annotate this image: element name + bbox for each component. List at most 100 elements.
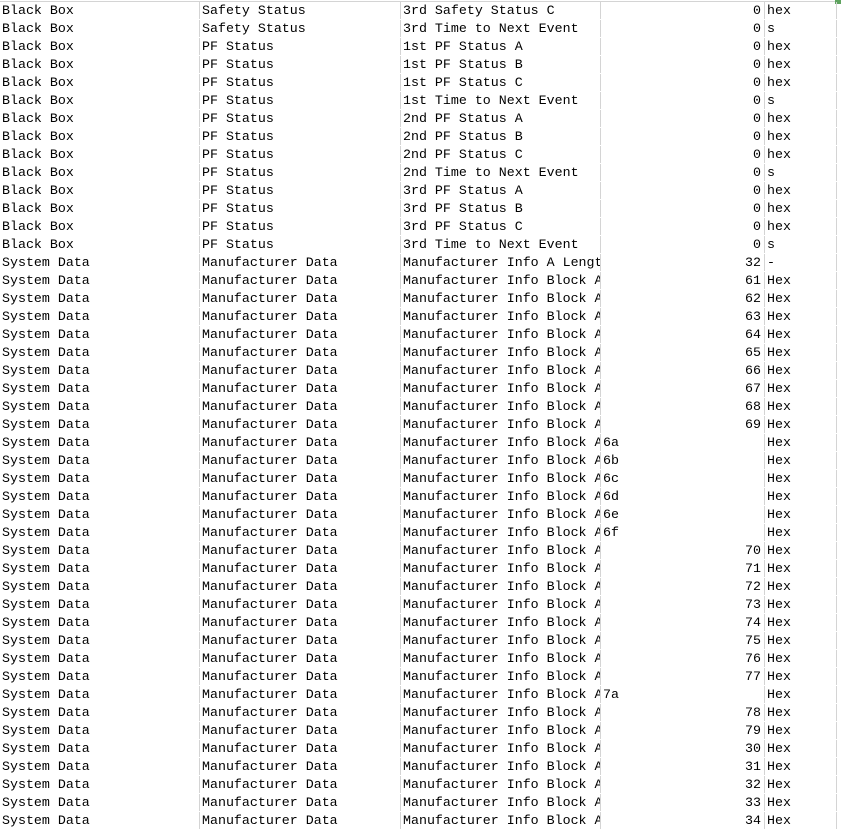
unit-cell[interactable]: hex [765, 110, 837, 127]
unit-cell[interactable]: Hex [765, 614, 837, 631]
category-cell[interactable]: System Data [0, 650, 200, 667]
group-cell[interactable]: Manufacturer Data [200, 686, 401, 703]
group-cell[interactable]: Manufacturer Data [200, 290, 401, 307]
field-name-cell[interactable]: Manufacturer Info Block A [403, 326, 601, 343]
field-name-cell[interactable]: Manufacturer Info Block A [403, 416, 601, 433]
value-cell[interactable]: 61 [601, 272, 765, 289]
value-cell[interactable]: 75 [601, 632, 765, 649]
group-cell[interactable]: PF Status [200, 146, 401, 163]
value-cell[interactable]: 78 [601, 704, 765, 721]
field-name-cell[interactable]: Manufacturer Info Block A [403, 398, 601, 415]
unit-cell[interactable]: Hex [765, 686, 837, 703]
value-cell[interactable]: 72 [601, 578, 765, 595]
value-cell[interactable]: 0 [601, 110, 765, 127]
field-name-cell[interactable]: Manufacturer Info Block A [403, 560, 601, 577]
field-name-cell[interactable]: Manufacturer Info Block A [403, 272, 601, 289]
field-name-cell[interactable]: 3rd Time to Next Event [401, 20, 601, 37]
unit-cell[interactable]: Hex [765, 704, 837, 721]
category-cell[interactable]: System Data [0, 704, 200, 721]
unit-cell[interactable]: Hex [765, 434, 837, 451]
value-cell[interactable]: 7a [601, 686, 765, 703]
group-cell[interactable]: Manufacturer Data [200, 272, 401, 289]
value-cell[interactable]: 31 [601, 758, 765, 775]
unit-cell[interactable]: hex [765, 218, 837, 235]
value-cell[interactable]: 6d [601, 488, 765, 505]
value-cell[interactable]: 74 [601, 614, 765, 631]
value-cell[interactable]: 30 [601, 740, 765, 757]
unit-cell[interactable]: hex [765, 56, 837, 73]
unit-cell[interactable]: Hex [765, 488, 837, 505]
value-cell[interactable]: 70 [601, 542, 765, 559]
value-cell[interactable]: 71 [601, 560, 765, 577]
unit-cell[interactable]: hex [765, 74, 837, 91]
value-cell[interactable]: 0 [601, 146, 765, 163]
unit-cell[interactable]: Hex [765, 668, 837, 685]
category-cell[interactable]: Black Box [0, 236, 200, 253]
category-cell[interactable]: System Data [0, 542, 200, 559]
category-cell[interactable]: Black Box [0, 74, 200, 91]
unit-cell[interactable]: Hex [765, 524, 837, 541]
field-name-cell[interactable]: Manufacturer Info Block A [403, 596, 601, 613]
group-cell[interactable]: PF Status [200, 38, 401, 55]
category-cell[interactable]: System Data [0, 290, 200, 307]
field-name-cell[interactable]: Manufacturer Info Block A [403, 344, 601, 361]
group-cell[interactable]: Safety Status [200, 2, 401, 19]
value-cell[interactable]: 6a [601, 434, 765, 451]
field-name-cell[interactable]: 3rd Safety Status C [401, 2, 601, 19]
field-name-cell[interactable]: Manufacturer Info Block A [403, 380, 601, 397]
field-name-cell[interactable]: Manufacturer Info Block A [403, 740, 601, 757]
group-cell[interactable]: Manufacturer Data [200, 254, 401, 271]
group-cell[interactable]: Manufacturer Data [200, 380, 401, 397]
unit-cell[interactable]: Hex [765, 812, 837, 829]
unit-cell[interactable]: Hex [765, 416, 837, 433]
field-name-cell[interactable]: 3rd Time to Next Event [401, 236, 601, 253]
field-name-cell[interactable]: 2nd PF Status B [401, 128, 601, 145]
field-name-cell[interactable]: Manufacturer Info Block A [403, 470, 601, 487]
category-cell[interactable]: System Data [0, 344, 200, 361]
value-cell[interactable]: 69 [601, 416, 765, 433]
value-cell[interactable]: 67 [601, 380, 765, 397]
value-cell[interactable]: 79 [601, 722, 765, 739]
category-cell[interactable]: System Data [0, 308, 200, 325]
unit-cell[interactable]: Hex [765, 308, 837, 325]
unit-cell[interactable]: Hex [765, 398, 837, 415]
value-cell[interactable]: 6b [601, 452, 765, 469]
category-cell[interactable]: System Data [0, 722, 200, 739]
group-cell[interactable]: PF Status [200, 92, 401, 109]
category-cell[interactable]: System Data [0, 470, 200, 487]
field-name-cell[interactable]: Manufacturer Info Block A [403, 578, 601, 595]
field-name-cell[interactable]: 2nd Time to Next Event [401, 164, 601, 181]
category-cell[interactable]: System Data [0, 632, 200, 649]
category-cell[interactable]: System Data [0, 794, 200, 811]
group-cell[interactable]: Manufacturer Data [200, 470, 401, 487]
group-cell[interactable]: Manufacturer Data [200, 704, 401, 721]
value-cell[interactable]: 0 [601, 182, 765, 199]
group-cell[interactable]: PF Status [200, 200, 401, 217]
value-cell[interactable]: 66 [601, 362, 765, 379]
value-cell[interactable]: 32 [601, 254, 765, 271]
value-cell[interactable]: 6c [601, 470, 765, 487]
field-name-cell[interactable]: 2nd PF Status C [401, 146, 601, 163]
unit-cell[interactable]: hex [765, 200, 837, 217]
group-cell[interactable]: Manufacturer Data [200, 560, 401, 577]
category-cell[interactable]: System Data [0, 254, 200, 271]
value-cell[interactable]: 65 [601, 344, 765, 361]
value-cell[interactable]: 0 [601, 38, 765, 55]
value-cell[interactable]: 32 [601, 776, 765, 793]
field-name-cell[interactable]: 1st PF Status B [401, 56, 601, 73]
field-name-cell[interactable]: Manufacturer Info Block A [403, 542, 601, 559]
value-cell[interactable]: 73 [601, 596, 765, 613]
group-cell[interactable]: PF Status [200, 110, 401, 127]
category-cell[interactable]: Black Box [0, 218, 200, 235]
category-cell[interactable]: Black Box [0, 110, 200, 127]
unit-cell[interactable]: s [765, 20, 837, 37]
selection-fill-handle[interactable] [835, 0, 841, 4]
unit-cell[interactable]: Hex [765, 740, 837, 757]
unit-cell[interactable]: Hex [765, 632, 837, 649]
category-cell[interactable]: System Data [0, 326, 200, 343]
category-cell[interactable]: System Data [0, 380, 200, 397]
unit-cell[interactable]: s [765, 92, 837, 109]
field-name-cell[interactable]: Manufacturer Info Block A [403, 308, 601, 325]
unit-cell[interactable]: Hex [765, 776, 837, 793]
category-cell[interactable]: System Data [0, 776, 200, 793]
